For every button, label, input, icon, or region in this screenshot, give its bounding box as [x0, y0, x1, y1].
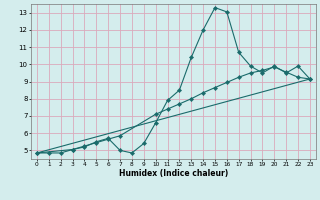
- X-axis label: Humidex (Indice chaleur): Humidex (Indice chaleur): [119, 169, 228, 178]
